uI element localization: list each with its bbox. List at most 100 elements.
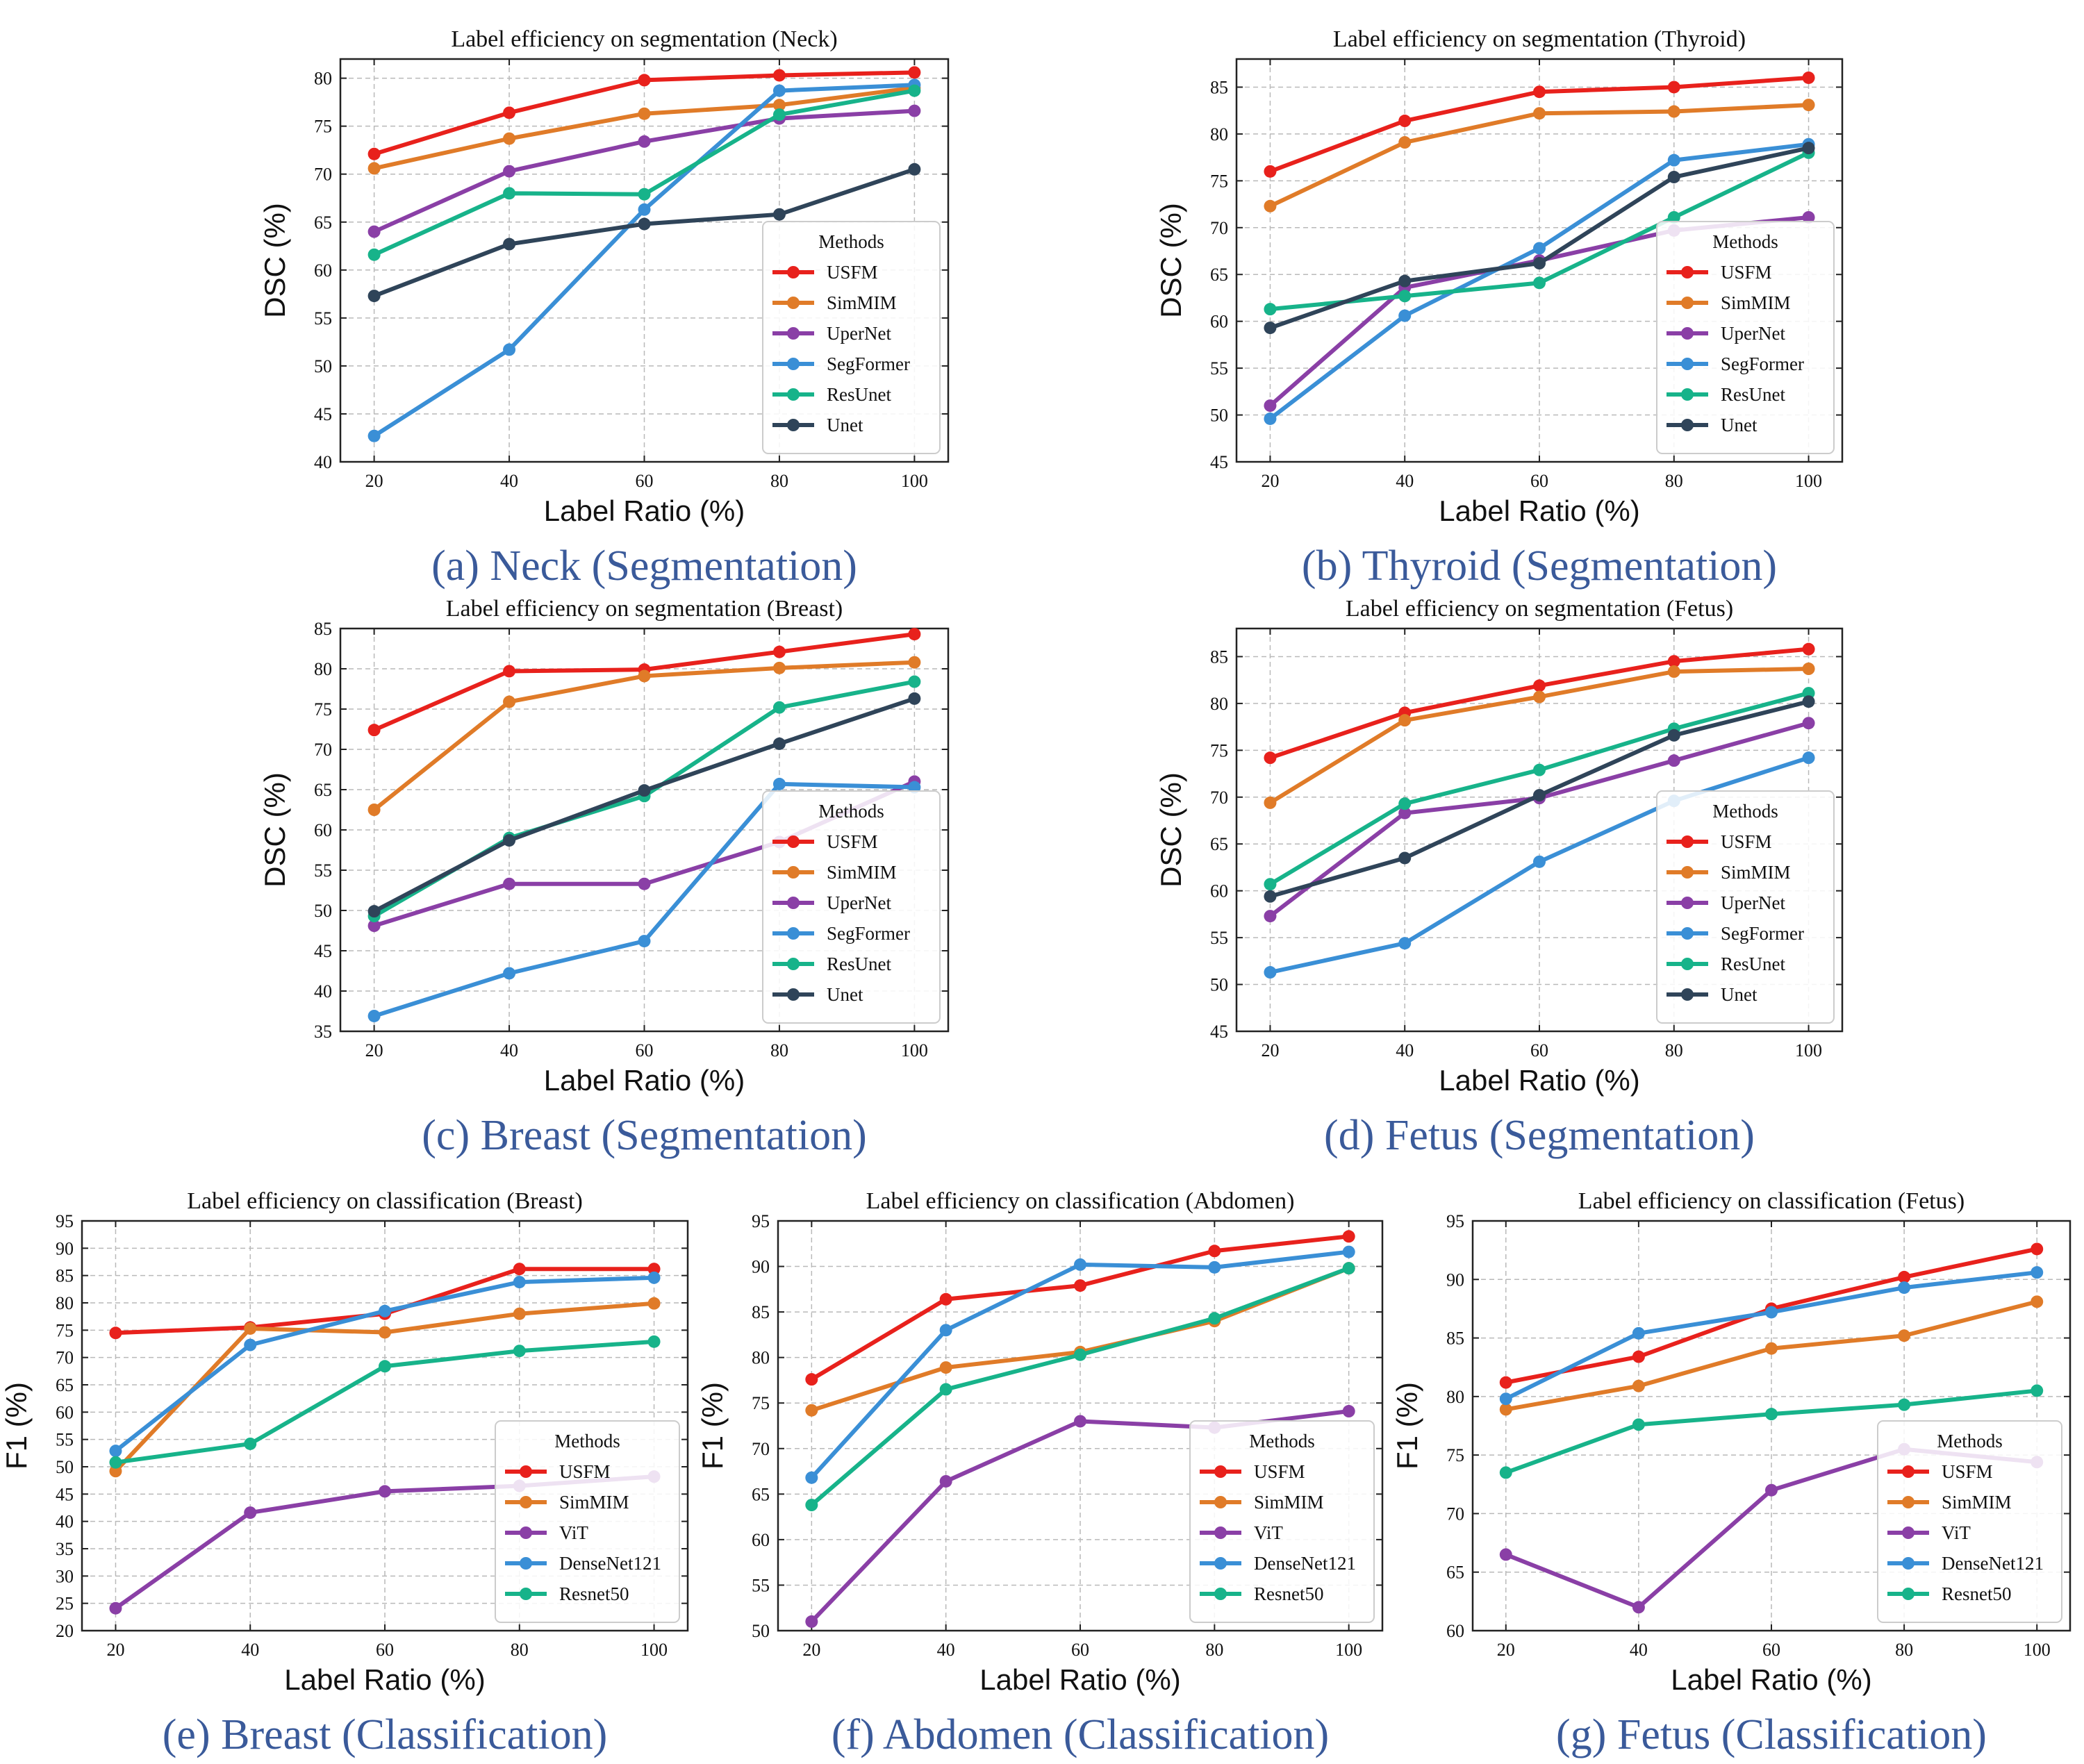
legend-marker-simmim xyxy=(1902,1496,1915,1508)
data-point-resnet50 xyxy=(805,1499,818,1512)
data-point-usfm xyxy=(1667,655,1680,668)
data-point-resnet50 xyxy=(109,1456,122,1469)
legend-marker-segformer xyxy=(787,358,800,370)
data-point-segformer xyxy=(1264,412,1277,425)
chart-panel-6: 50 55 60 65 70 75 80 85 90 95 20 40 60 80 100 Label eff… xyxy=(696,1188,1384,1758)
y-tick-label: 35 xyxy=(56,1539,74,1559)
legend-label-densenet121: DenseNet121 xyxy=(1942,1553,2044,1574)
data-point-resunet xyxy=(367,248,381,261)
y-tick-label: 65 xyxy=(1210,834,1228,854)
y-tick-label: 65 xyxy=(1446,1563,1464,1583)
legend-label-simmim: SimMIM xyxy=(827,292,897,313)
x-tick-label: 40 xyxy=(1396,471,1414,491)
y-tick-label: 80 xyxy=(752,1348,770,1368)
y-tick-label: 55 xyxy=(314,308,332,328)
data-point-segformer xyxy=(638,203,651,216)
chart-panel-4: 45 50 55 60 65 70 75 80 85 20 40 60 80 100 Label effic… xyxy=(1155,596,1844,1159)
data-point-simmim xyxy=(772,661,786,674)
data-point-upernet xyxy=(1398,806,1412,819)
legend-marker-unet xyxy=(787,419,800,431)
y-tick-label: 55 xyxy=(56,1430,74,1450)
y-tick-label: 70 xyxy=(1210,218,1228,238)
data-point-simmim xyxy=(244,1322,257,1335)
y-tick-label: 95 xyxy=(752,1211,770,1231)
legend-label-simmim: SimMIM xyxy=(1942,1492,2012,1513)
data-point-usfm xyxy=(647,1263,661,1276)
y-tick-label: 80 xyxy=(56,1293,74,1313)
y-tick-label: 85 xyxy=(1446,1329,1464,1349)
data-point-segformer xyxy=(772,84,786,97)
y-tick-label: 70 xyxy=(56,1348,74,1368)
data-point-segformer xyxy=(367,1009,381,1022)
data-point-unet xyxy=(1667,729,1680,742)
data-point-simmim xyxy=(1667,665,1680,679)
panel-caption: (d) Fetus (Segmentation) xyxy=(1324,1112,1755,1159)
x-tick-label: 40 xyxy=(1630,1640,1648,1660)
data-point-simmim xyxy=(638,669,651,683)
legend-marker-unet xyxy=(1681,419,1694,431)
data-point-densenet121 xyxy=(109,1445,122,1458)
y-tick-label: 80 xyxy=(314,69,332,89)
y-tick-label: 50 xyxy=(1210,406,1228,426)
data-point-simmim xyxy=(908,656,921,669)
data-point-simmim xyxy=(1533,107,1546,120)
legend-marker-upernet xyxy=(1681,897,1694,909)
data-point-simmim xyxy=(1533,690,1546,704)
y-tick-label: 85 xyxy=(1210,77,1228,97)
x-tick-label: 60 xyxy=(636,471,654,491)
y-tick-label: 70 xyxy=(1210,788,1228,808)
legend-title: Methods xyxy=(1712,801,1778,822)
x-tick-label: 20 xyxy=(1497,1640,1515,1660)
y-tick-label: 75 xyxy=(752,1393,770,1413)
data-point-simmim xyxy=(772,99,786,112)
x-axis-label: Label Ratio (%) xyxy=(1439,494,1639,527)
x-tick-label: 20 xyxy=(365,471,383,491)
data-point-densenet121 xyxy=(805,1471,818,1484)
legend-title: Methods xyxy=(1937,1431,2003,1451)
data-point-unet xyxy=(1802,142,1815,155)
data-point-resnet50 xyxy=(244,1437,257,1450)
data-point-simmim xyxy=(367,162,381,175)
y-tick-label: 65 xyxy=(752,1484,770,1504)
data-point-upernet xyxy=(908,104,921,117)
y-tick-label: 80 xyxy=(1210,124,1228,144)
data-point-unet xyxy=(367,905,381,918)
data-point-usfm xyxy=(1802,642,1815,656)
data-point-simmim xyxy=(2031,1295,2044,1308)
chart-panel-3: 35 40 45 50 55 60 65 70 75 80 85 20 40 60 80 100 Label e… xyxy=(258,596,950,1159)
legend-label-usfm: USFM xyxy=(1942,1461,1993,1482)
y-tick-label: 80 xyxy=(314,659,332,679)
data-point-resunet xyxy=(1533,763,1546,776)
data-point-densenet121 xyxy=(1898,1281,1911,1295)
legend-marker-upernet xyxy=(787,897,800,909)
data-point-vit xyxy=(1074,1415,1086,1428)
x-tick-label: 60 xyxy=(1762,1640,1780,1660)
x-tick-label: 60 xyxy=(636,1040,654,1060)
legend-label-resnet50: Resnet50 xyxy=(1942,1583,2012,1604)
data-point-unet xyxy=(1802,695,1815,708)
y-tick-label: 55 xyxy=(752,1575,770,1595)
data-point-resunet xyxy=(503,187,516,200)
y-tick-label: 45 xyxy=(314,941,332,961)
data-point-usfm xyxy=(1264,751,1277,765)
data-point-unet xyxy=(503,834,516,847)
data-point-usfm xyxy=(1632,1350,1645,1363)
data-point-unet xyxy=(1398,274,1412,288)
y-axis-label: DSC (%) xyxy=(258,203,291,318)
y-tick-label: 40 xyxy=(314,452,332,472)
legend-label-simmim: SimMIM xyxy=(559,1492,629,1513)
chart-title: Label efficiency on segmentation (Breast… xyxy=(446,596,843,622)
data-point-resunet xyxy=(1667,210,1680,224)
legend-label-segformer: SegFormer xyxy=(1721,923,1804,944)
data-point-resnet50 xyxy=(1342,1262,1355,1275)
legend-label-densenet121: DenseNet121 xyxy=(1254,1553,1356,1574)
legend-label-simmim: SimMIM xyxy=(1254,1492,1324,1513)
data-point-usfm xyxy=(638,74,651,87)
data-point-usfm xyxy=(503,665,516,678)
data-point-simmim xyxy=(1499,1403,1512,1416)
legend-label-usfm: USFM xyxy=(1721,831,1772,852)
legend-marker-resnet50 xyxy=(520,1588,532,1600)
y-tick-label: 45 xyxy=(314,404,332,424)
legend-marker-resnet50 xyxy=(1214,1588,1227,1600)
panel-caption: (a) Neck (Segmentation) xyxy=(431,542,857,590)
